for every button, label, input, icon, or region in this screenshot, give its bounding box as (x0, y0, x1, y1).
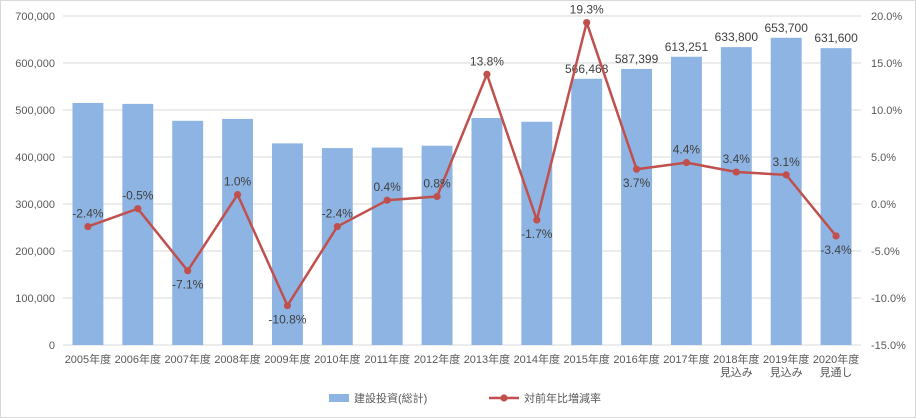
legend-marker-line (500, 394, 508, 402)
x-tick-label: 2005年度 (65, 352, 111, 366)
x-tick-label: 2019年度 (763, 352, 809, 366)
line-data-label: 0.4% (374, 180, 402, 194)
y-left-tick-label: 200,000 (15, 246, 55, 258)
line-point (682, 159, 691, 167)
y-left-tick-label: 600,000 (15, 58, 55, 70)
bar (621, 68, 653, 345)
bar (271, 143, 303, 345)
y-left-tick-label: 0 (49, 340, 55, 352)
bar-data-label: 613,251 (665, 40, 709, 54)
line-data-label: 3.1% (773, 155, 801, 169)
line-data-label: 13.8% (470, 54, 504, 68)
y-left-tick-label: 400,000 (15, 152, 55, 164)
line-data-label: -7.1% (172, 278, 204, 292)
bar-data-label: 653,700 (764, 21, 808, 35)
line-data-label: -0.5% (122, 189, 154, 203)
y-left-tick-label: 100,000 (15, 293, 55, 305)
bar (222, 118, 254, 346)
bar (421, 145, 453, 345)
bar (820, 48, 852, 345)
x-tick-label: 2013年度 (464, 352, 510, 366)
line-data-label: -2.4% (72, 207, 104, 221)
line-point (782, 171, 790, 179)
y-right-tick-label: 20.0% (871, 11, 902, 23)
bar-data-label: 587,399 (615, 52, 659, 66)
bar (720, 47, 752, 345)
x-tick-label: 見込み (720, 366, 753, 379)
x-tick-label: 2008年度 (214, 352, 260, 366)
bar (172, 120, 204, 345)
bar (571, 78, 603, 345)
line-point (383, 196, 391, 204)
y-left-tick-label: 700,000 (15, 11, 55, 23)
line-point (832, 232, 840, 240)
line-point (134, 205, 142, 213)
bar (521, 121, 553, 345)
bar (471, 117, 503, 346)
y-right-tick-label: 5.0% (871, 152, 896, 164)
line-point (184, 267, 192, 275)
legend-label-bar: 建設投資(総計) (354, 391, 427, 405)
bar (321, 148, 353, 345)
line-data-label: 0.8% (423, 176, 451, 190)
legend-label-line: 対前年比増減率 (524, 391, 601, 405)
line-point (533, 216, 541, 224)
line-point (583, 18, 591, 27)
x-tick-label: 2012年度 (414, 352, 460, 366)
x-tick-label: 2007年度 (164, 352, 210, 366)
bar (670, 56, 702, 345)
y-right-tick-label: -15.0% (871, 340, 906, 352)
line-point (283, 301, 292, 310)
line-point (483, 70, 491, 78)
y-left-tick-label: 500,000 (15, 105, 55, 117)
line-data-label: -1.7% (521, 227, 553, 241)
x-tick-label: 2010年度 (314, 352, 360, 366)
x-tick-label: 2009年度 (264, 352, 310, 366)
bar-data-label: 633,800 (715, 30, 759, 44)
x-tick-label: 2020年度 (813, 352, 859, 366)
legend-swatch-bar (329, 394, 349, 402)
bar (371, 147, 403, 345)
line-point (233, 191, 242, 199)
line-data-label: -10.8% (268, 313, 306, 327)
line-data-label: -3.4% (820, 243, 852, 257)
y-right-tick-label: -10.0% (871, 293, 906, 305)
line-point (632, 165, 641, 173)
line-data-label: -2.4% (322, 207, 354, 221)
x-tick-label: 2014年度 (514, 352, 560, 366)
line-data-label: 4.4% (673, 143, 701, 157)
y-right-tick-label: 0.0% (871, 199, 896, 211)
line-point (84, 222, 92, 231)
bar (770, 37, 802, 346)
x-tick-label: 2006年度 (115, 352, 161, 366)
line-point (333, 222, 341, 231)
series-line (87, 21, 838, 307)
line-point (433, 192, 441, 201)
x-tick-label: 見込み (770, 366, 803, 379)
line-data-label: 1.0% (224, 175, 252, 189)
bar-data-label: 631,600 (814, 31, 858, 45)
line-point (732, 168, 740, 176)
x-tick-label: 2018年度 (713, 352, 759, 366)
y-right-tick-label: 15.0% (871, 58, 902, 70)
x-tick-label: 2016年度 (613, 352, 659, 366)
bar (122, 103, 154, 345)
y-left-tick-label: 300,000 (15, 199, 55, 211)
line-data-label: 3.4% (723, 152, 751, 166)
x-tick-label: 見通し (820, 366, 853, 379)
x-tick-label: 2017年度 (663, 352, 709, 366)
x-tick-label: 2015年度 (563, 352, 609, 366)
line-data-label: 19.3% (570, 3, 604, 17)
line-data-label: 3.7% (623, 176, 651, 190)
y-right-tick-label: 10.0% (871, 105, 902, 117)
y-right-tick-label: -5.0% (871, 246, 900, 258)
x-tick-label: 2011年度 (364, 352, 410, 366)
